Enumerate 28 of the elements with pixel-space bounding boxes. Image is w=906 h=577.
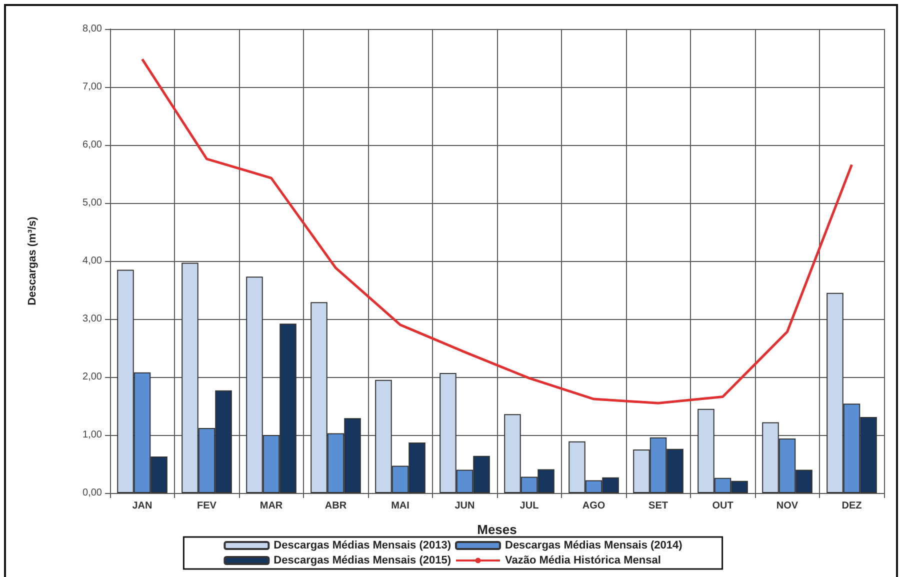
x-tick-label: MAR — [260, 500, 284, 512]
x-tick-label: AGO — [582, 500, 606, 512]
y-tick-label: 0,00 — [82, 488, 102, 498]
x-tick-label: JUL — [520, 500, 539, 512]
x-tick-label: ABR — [324, 500, 348, 512]
y-axis-title: Descargas (m³/s) — [26, 216, 38, 306]
y-tick-label: 6,00 — [82, 140, 102, 150]
y-tick-label: 4,00 — [82, 256, 102, 266]
x-tick-label: MAI — [391, 500, 410, 512]
x-tick-label: DEZ — [842, 500, 862, 512]
x-tick-label: SET — [648, 500, 668, 512]
legend-label: Descargas Médias Mensais (2015) — [274, 554, 452, 566]
y-tick-label: 3,00 — [82, 314, 102, 324]
x-tick-label: NOV — [776, 500, 798, 512]
y-tick-label: 7,00 — [82, 82, 102, 92]
legend-label: Descargas Médias Mensais (2014) — [505, 540, 683, 552]
y-tick-label: 8,00 — [82, 24, 102, 34]
x-tick-label: JAN — [132, 500, 152, 512]
legend-label: Vazão Média Histórica Mensal — [505, 554, 661, 566]
y-tick-label: 5,00 — [82, 198, 102, 208]
line-series — [141, 58, 853, 404]
y-tick-label: 2,00 — [82, 372, 102, 382]
x-tick-label: JUN — [454, 500, 475, 512]
legend-label: Descargas Médias Mensais (2013) — [274, 540, 452, 552]
x-axis-title: Meses — [477, 522, 517, 537]
x-tick-label: FEV — [197, 500, 217, 512]
y-tick-label: 1,00 — [82, 430, 102, 440]
x-tick-label: OUT — [712, 500, 734, 512]
